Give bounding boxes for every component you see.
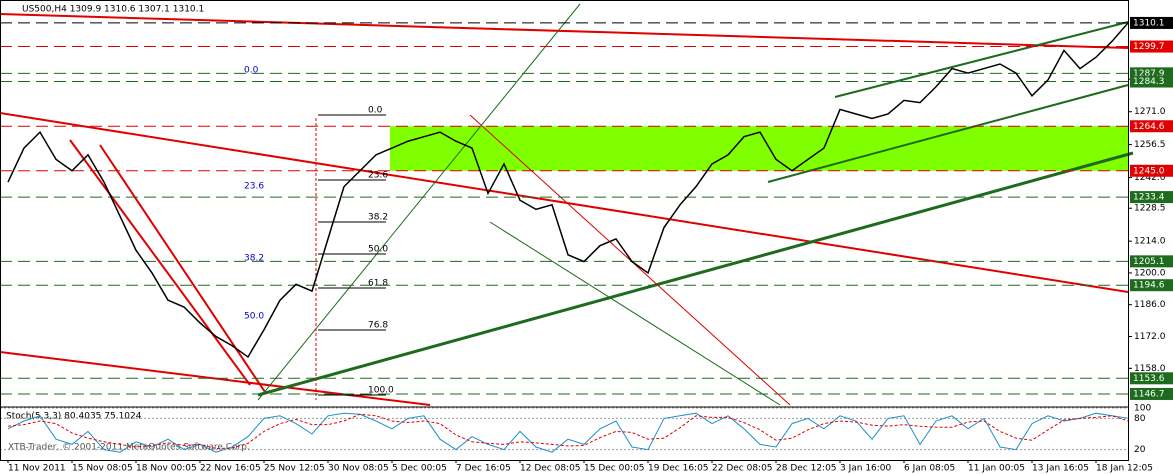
level-box: [1130, 387, 1173, 400]
y-tick-label: 1242.0: [1134, 173, 1166, 183]
level-label: 1153.6: [1133, 374, 1165, 384]
y-tick-label: 1214.0: [1134, 237, 1166, 247]
price-line: [7, 22, 1129, 359]
level-box: [1130, 372, 1173, 385]
x-tick-label: 19 Dec 16:05: [648, 464, 709, 474]
y-tick-label: 1256.5: [1134, 140, 1166, 150]
fib-label: 50.0: [244, 312, 264, 322]
x-tick-label: 15 Nov 08:05: [72, 464, 133, 474]
level-label: 1205.1: [1133, 257, 1165, 267]
level-label: 1299.7: [1133, 42, 1165, 52]
zone: [390, 126, 1128, 171]
level-box: [1130, 40, 1173, 53]
level-box: [1130, 75, 1173, 88]
level-box: [1130, 164, 1173, 177]
x-tick-label: 28 Dec 12:05: [776, 464, 837, 474]
level-label: 1146.7: [1133, 389, 1165, 399]
fib-label: 61.8: [368, 279, 388, 289]
stoch-tick-label: 100: [1134, 404, 1151, 414]
x-tick-label: 11 Jan 00:05: [968, 464, 1025, 474]
x-tick-label: 18 Nov 00:05: [136, 464, 197, 474]
x-tick-label: 13 Jan 16:05: [1032, 464, 1089, 474]
y-tick-label: 1271.0: [1134, 107, 1166, 117]
y-tick-label: 1158.0: [1134, 364, 1166, 374]
y-tick-label: 1186.0: [1134, 300, 1166, 310]
level-box: [1130, 279, 1173, 292]
level-label: 1245.0: [1133, 166, 1165, 176]
level-box: [1130, 16, 1173, 29]
fib-label: 0.0: [244, 66, 259, 76]
level-label: 1233.4: [1133, 193, 1165, 203]
fib-label: 23.6: [368, 171, 388, 181]
level-label: 1284.3: [1133, 77, 1165, 87]
x-tick-label: 5 Dec 00:05: [392, 464, 447, 474]
level-box: [1130, 191, 1173, 204]
level-box: [1130, 120, 1173, 133]
x-tick-label: 18 Jan 12:05: [1096, 464, 1153, 474]
y-tick-label: 1228.5: [1134, 204, 1166, 214]
y-tick-label: 1172.0: [1134, 332, 1166, 342]
stoch-tick-label: 20: [1134, 445, 1146, 455]
fib-label: 38.2: [368, 213, 388, 223]
x-tick-label: 22 Nov 16:05: [200, 464, 261, 474]
level-label: 1287.9: [1133, 69, 1165, 79]
x-tick-label: 12 Dec 08:05: [520, 464, 581, 474]
x-tick-label: 11 Nov 2011: [8, 464, 66, 474]
stoch-signal: [7, 413, 1129, 450]
fib-label: 50.0: [368, 245, 388, 255]
stoch-tick-label: 80: [1134, 414, 1146, 424]
level-box: [1130, 255, 1173, 268]
level-label: 1194.6: [1133, 281, 1165, 291]
stoch-title: Stoch(5,3,3) 80.4035 75.1024: [6, 412, 142, 422]
level-label: 1264.6: [1133, 122, 1165, 132]
stoch-main: [7, 412, 1129, 453]
x-tick-label: 7 Dec 16:05: [456, 464, 511, 474]
fib-label: 23.6: [244, 182, 264, 192]
x-tick-label: 22 Dec 08:05: [712, 464, 773, 474]
x-tick-label: 30 Nov 08:05: [328, 464, 389, 474]
frame: [0, 0, 1129, 461]
level-label: 1310.1: [1133, 18, 1165, 28]
fib-label: 38.2: [244, 254, 264, 264]
x-tick-label: 25 Nov 12:05: [264, 464, 325, 474]
x-tick-label: 3 Jan 16:00: [840, 464, 892, 474]
x-tick-label: 15 Dec 00:05: [584, 464, 645, 474]
y-tick-label: 1200.0: [1134, 268, 1166, 278]
fib-label: 100.0: [368, 386, 394, 396]
chart-title: US500,H4 1309.9 1310.6 1307.1 1310.1: [22, 5, 204, 15]
fib-label: 76.8: [368, 321, 388, 331]
x-tick-label: 6 Jan 08:05: [904, 464, 955, 474]
fib-label: 0.0: [368, 106, 383, 116]
footer: XTB-Trader, © 2001-2011 MetaQuotes Softw…: [8, 443, 250, 453]
